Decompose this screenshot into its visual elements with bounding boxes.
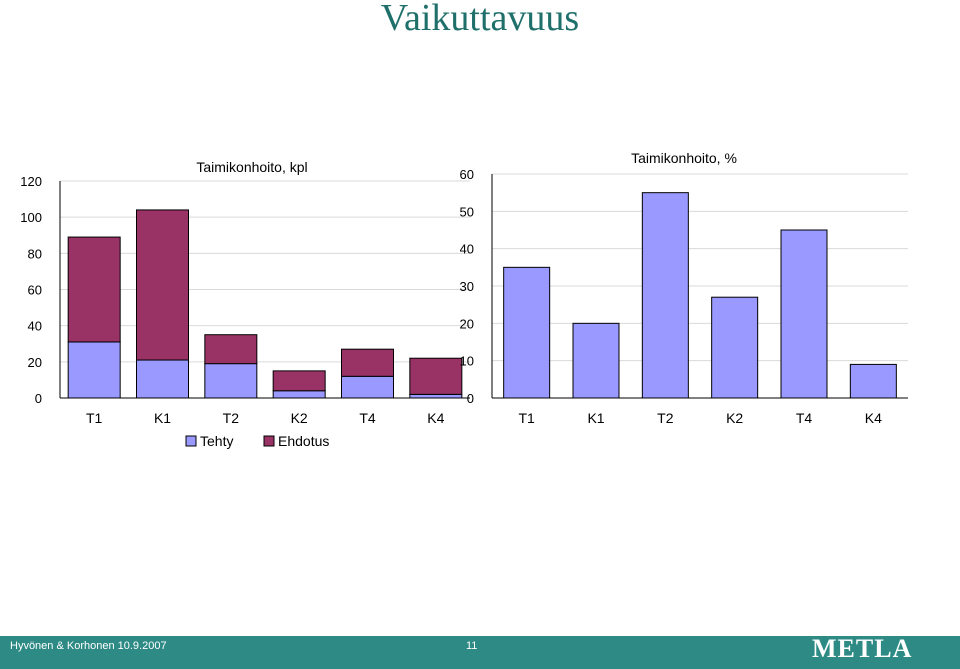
y-tick-label: 120 xyxy=(20,174,42,189)
y-tick-label: 50 xyxy=(460,204,474,219)
bar-ehdotus-t4 xyxy=(341,348,394,377)
legend-label-tehty: Tehty xyxy=(200,433,233,449)
bar-value-k1 xyxy=(572,322,620,399)
bar-ehdotus-k4 xyxy=(409,357,463,395)
y-tick-label: 60 xyxy=(28,283,42,298)
footer-author-date: Hyvönen & Korhonen 10.9.2007 xyxy=(10,640,167,652)
bar-value-t2 xyxy=(641,192,689,399)
bar-tehty-t4 xyxy=(341,375,394,399)
legend-label-ehdotus: Ehdotus xyxy=(278,433,329,449)
bar-tehty-t2 xyxy=(204,363,258,399)
bar-ehdotus-t2 xyxy=(204,334,258,365)
bar-tehty-t1 xyxy=(67,341,121,399)
y-tick-label: 0 xyxy=(35,391,42,406)
footer-bar xyxy=(0,636,960,669)
x-tick-label: T1 xyxy=(518,410,535,426)
x-tick-label: T4 xyxy=(796,410,813,426)
x-tick-label: T2 xyxy=(657,410,674,426)
x-tick-label: K2 xyxy=(291,410,308,426)
bar-ehdotus-t1 xyxy=(67,236,121,343)
bar-tehty-k4 xyxy=(409,393,463,399)
y-tick-label: 100 xyxy=(20,210,42,225)
x-tick-label: K4 xyxy=(865,410,882,426)
y-tick-label: 80 xyxy=(28,246,42,261)
page-number: 11 xyxy=(466,640,478,652)
y-tick-label: 0 xyxy=(467,391,474,406)
bar-ehdotus-k2 xyxy=(272,370,326,392)
y-tick-label: 60 xyxy=(460,167,474,182)
slide-title: Vaikuttavuus xyxy=(380,0,580,39)
x-tick-label: T1 xyxy=(86,410,103,426)
x-tick-label: K1 xyxy=(587,410,604,426)
y-tick-label: 10 xyxy=(460,354,474,369)
chart-taimikonhoito-kpl: Taimikonhoito, kpl 0 20 40 60 80 100 120 T1 K1 T2 K… xyxy=(20,159,470,449)
y-tick-label: 20 xyxy=(28,355,42,370)
x-tick-label: T4 xyxy=(359,410,376,426)
y-tick-label: 20 xyxy=(460,316,474,331)
bar-value-k2 xyxy=(711,296,759,399)
metla-logo: METLA xyxy=(812,634,913,663)
chart-taimikonhoito-percent: Taimikonhoito, % 0 10 20 30 40 50 60 T1 K1 T2 K2 T4 K… xyxy=(460,150,908,426)
chart-title: Taimikonhoito, kpl xyxy=(196,159,307,175)
bar-value-k4 xyxy=(849,363,897,399)
y-tick-label: 40 xyxy=(28,319,42,334)
bar-ehdotus-k1 xyxy=(136,209,189,361)
legend-swatch-ehdotus xyxy=(263,435,275,447)
bar-tehty-k1 xyxy=(136,359,189,399)
bar-tehty-k2 xyxy=(272,390,326,399)
x-tick-label: T2 xyxy=(223,410,240,426)
y-tick-label: 40 xyxy=(460,242,474,257)
legend-swatch-tehty xyxy=(185,435,197,447)
x-tick-label: K4 xyxy=(427,410,444,426)
x-tick-label: K1 xyxy=(154,410,171,426)
bar-value-t1 xyxy=(503,266,551,399)
chart-title: Taimikonhoito, % xyxy=(631,150,737,166)
y-tick-label: 30 xyxy=(460,279,474,294)
x-tick-label: K2 xyxy=(726,410,743,426)
bar-value-t4 xyxy=(780,229,828,399)
